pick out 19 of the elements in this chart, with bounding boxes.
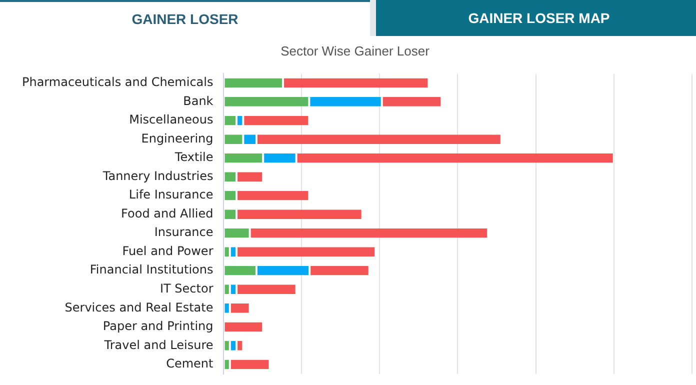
- y-tick-label: Travel and Leisure: [103, 338, 214, 352]
- y-tick-label: Fuel and Power: [122, 244, 214, 258]
- y-tick-label: Cement: [166, 356, 214, 371]
- y-tick-label: Life Insurance: [128, 188, 214, 202]
- y-tick-label: Paper and Printing: [102, 319, 214, 334]
- y-tick-label: Miscellaneous: [129, 112, 214, 127]
- y-tick-label: Bank: [183, 94, 214, 108]
- y-tick-label: Pharmaceuticals and Chemicals: [22, 75, 214, 90]
- y-tick-label: Engineering: [141, 131, 214, 146]
- text: GAINER LOSER MAP: [376, 0, 696, 36]
- y-tick-label: Insurance: [154, 225, 214, 240]
- y-tick-label: Textile: [174, 150, 214, 164]
- y-tick-label: Financial Institutions: [90, 262, 214, 277]
- text: GAINER LOSER: [0, 0, 370, 36]
- y-tick-label: Tannery Industries: [102, 168, 214, 183]
- y-tick-label: Services and Real Estate: [64, 300, 214, 314]
- chart-title: Sector Wise Gainer Loser: [280, 43, 430, 58]
- y-tick-label: IT Sector: [160, 281, 214, 296]
- y-tick-label: Food and Allied: [121, 206, 214, 220]
